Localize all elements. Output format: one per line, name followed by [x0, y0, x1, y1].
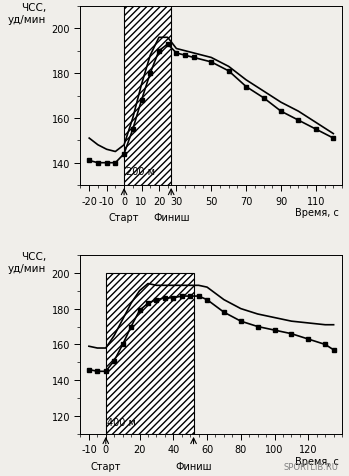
Y-axis label: ЧСС,
уд/мин: ЧСС, уд/мин [8, 3, 46, 25]
Text: Время, с: Время, с [295, 456, 339, 466]
Bar [106, 273, 194, 434]
Text: Финиш: Финиш [175, 461, 212, 471]
Text: Старт: Старт [109, 212, 139, 222]
Text: SPORTLIB.RU: SPORTLIB.RU [284, 462, 339, 471]
Text: Время, с: Время, с [295, 207, 339, 217]
Text: 200 м: 200 м [126, 167, 155, 177]
Text: Финиш: Финиш [153, 212, 190, 222]
Bar [124, 7, 171, 186]
Y-axis label: ЧСС,
уд/мин: ЧСС, уд/мин [8, 252, 46, 273]
Text: Старт: Старт [90, 461, 121, 471]
Text: 400 м: 400 м [107, 417, 136, 427]
